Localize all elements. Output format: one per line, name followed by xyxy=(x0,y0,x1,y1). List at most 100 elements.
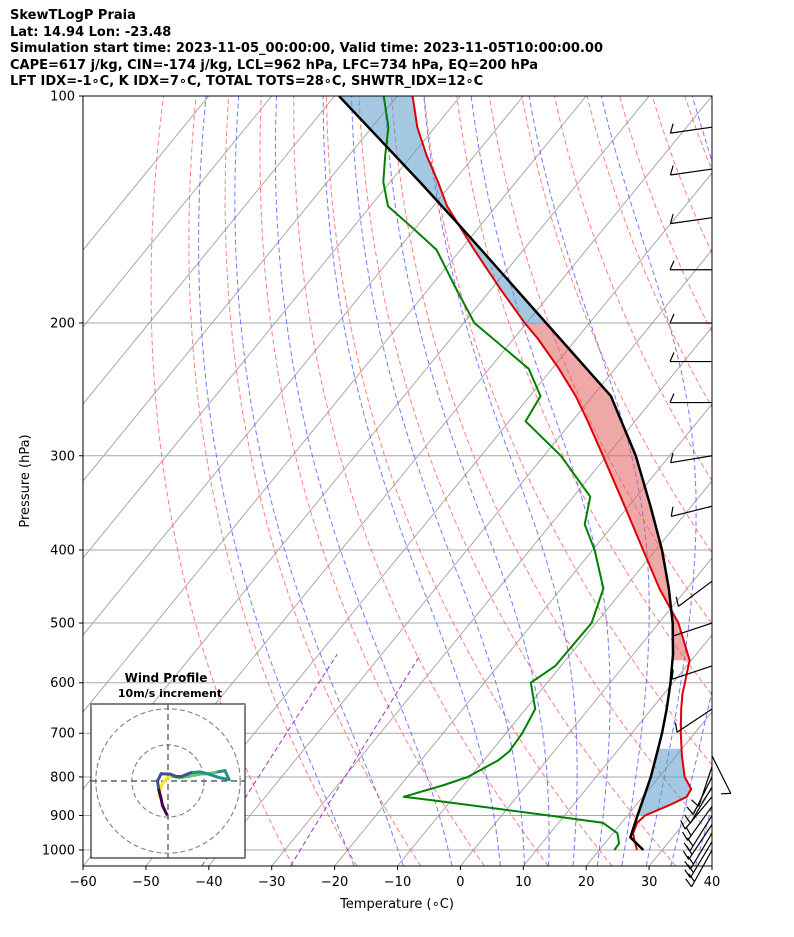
temperature-line xyxy=(411,96,693,851)
moist-adiabat xyxy=(384,96,550,866)
dry-adiabat xyxy=(293,96,549,866)
hodograph-subtitle: 10m/s increment xyxy=(118,687,222,700)
wind-barb-staff xyxy=(689,815,713,852)
wind-barb-staff xyxy=(678,580,713,607)
wind-barb-staff xyxy=(670,455,713,464)
hodograph-segment xyxy=(198,770,211,776)
dry-adiabat xyxy=(391,96,712,837)
dry-adiabat xyxy=(717,96,794,866)
isotherm xyxy=(145,172,712,866)
y-tick-label: 800 xyxy=(50,770,75,785)
isotherm xyxy=(711,865,712,866)
profile-lines xyxy=(338,96,693,851)
x-axis-label: Temperature (∘C) xyxy=(339,897,454,912)
parcel-line xyxy=(338,96,675,851)
wind-barb-flag xyxy=(671,669,674,680)
isotherm xyxy=(522,634,712,866)
y-tick-label: 400 xyxy=(50,543,75,558)
hodograph-title: Wind Profile xyxy=(125,671,208,685)
wind-barb-staff xyxy=(687,805,713,841)
wind-barb-flag xyxy=(669,352,675,362)
moist-adiabat xyxy=(720,96,794,866)
stability-indices: LFT IDX=-1∘C, K IDX=7∘C, TOTAL TOTS=28∘C… xyxy=(10,74,484,89)
x-tick-label: 0 xyxy=(456,875,464,890)
moist-adiabat xyxy=(600,96,697,866)
wind-barb-flag xyxy=(684,869,691,879)
mixing-ratio-line xyxy=(290,654,422,866)
isotherm xyxy=(271,326,712,866)
wind-barb-staff xyxy=(670,217,713,225)
wind-barb-staff xyxy=(670,126,713,134)
location-coordinates: Lat: 14.94 Lon: -23.48 xyxy=(10,24,172,40)
dewpoint-line xyxy=(382,96,621,851)
moist-adiabat xyxy=(198,96,355,866)
y-tick-label: 500 xyxy=(50,617,75,632)
x-tick-label: 40 xyxy=(704,875,721,890)
dry-adiabat xyxy=(188,96,358,866)
isotherm xyxy=(83,96,335,405)
y-tick-label: 300 xyxy=(50,449,75,464)
y-tick-label: 900 xyxy=(50,809,75,824)
wind-barb-flag xyxy=(685,826,692,836)
hodograph-segment xyxy=(207,772,220,779)
x-tick-label: −60 xyxy=(69,875,96,890)
x-tick-label: 10 xyxy=(515,875,532,890)
dry-adiabat xyxy=(783,96,794,866)
moist-adiabat xyxy=(351,96,525,866)
x-tick-label: −50 xyxy=(132,875,159,890)
wind-barb-flag xyxy=(684,860,691,870)
isotherm xyxy=(397,480,712,866)
isotherm xyxy=(83,96,398,482)
wind-barb-flag xyxy=(669,123,674,134)
hodograph-segment xyxy=(161,804,169,816)
chart-title: SkewTLogP Praia xyxy=(10,8,136,23)
hodograph-segment xyxy=(180,771,193,778)
dry-adiabat xyxy=(423,96,712,766)
y-axis-label: Pressure (hPa) xyxy=(18,434,33,527)
wind-barb-flag xyxy=(680,819,686,830)
isotherm xyxy=(83,96,210,251)
wind-barb-staff xyxy=(670,168,713,176)
wind-barb-staff xyxy=(689,786,713,824)
dry-adiabat xyxy=(358,96,677,866)
y-tick-label: 100 xyxy=(50,90,75,105)
hodograph-segment xyxy=(189,770,202,775)
wind-barb-flag xyxy=(683,842,691,852)
wind-barb-staff xyxy=(676,708,713,733)
moist-adiabat xyxy=(695,803,712,866)
wind-barb-staff xyxy=(689,832,713,870)
dry-adiabat xyxy=(521,96,712,554)
wind-barb-flag xyxy=(669,313,675,324)
isotherm xyxy=(585,711,712,866)
isotherm xyxy=(83,96,524,636)
wind-barb-staff xyxy=(671,622,713,637)
moist-adiabat xyxy=(234,96,404,866)
wind-barb-flag xyxy=(669,260,675,271)
wind-barb-flag xyxy=(691,799,700,807)
x-tick-label: −40 xyxy=(195,875,222,890)
wind-barb-staff xyxy=(671,665,713,680)
y-tick-label: 200 xyxy=(50,316,75,331)
hodograph-plot xyxy=(91,704,245,858)
wind-barb-flag xyxy=(669,213,674,224)
x-tick-label: −10 xyxy=(384,875,411,890)
dry-adiabat xyxy=(325,96,613,866)
moist-adiabat xyxy=(274,96,453,866)
wind-barb-flag xyxy=(685,878,693,888)
isotherm xyxy=(208,249,712,866)
wind-barb-flag xyxy=(682,850,690,860)
convective-parameters: CAPE=617 j/kg, CIN=-174 j/kg, LCL=962 hP… xyxy=(10,57,538,73)
wind-barb-flag xyxy=(669,165,674,176)
wind-barb-flag xyxy=(688,873,695,882)
moist-adiabat xyxy=(528,96,650,866)
wind-barb-flag xyxy=(669,393,675,403)
dry-adiabat xyxy=(750,96,794,866)
wind-barb-flag xyxy=(675,596,679,607)
wind-barb-flag xyxy=(669,452,674,463)
dry-adiabat xyxy=(224,96,422,866)
wind-barb-flag xyxy=(670,506,674,517)
hodograph-segment xyxy=(216,775,231,782)
dry-adiabat xyxy=(684,96,712,172)
cin-area xyxy=(637,748,692,816)
